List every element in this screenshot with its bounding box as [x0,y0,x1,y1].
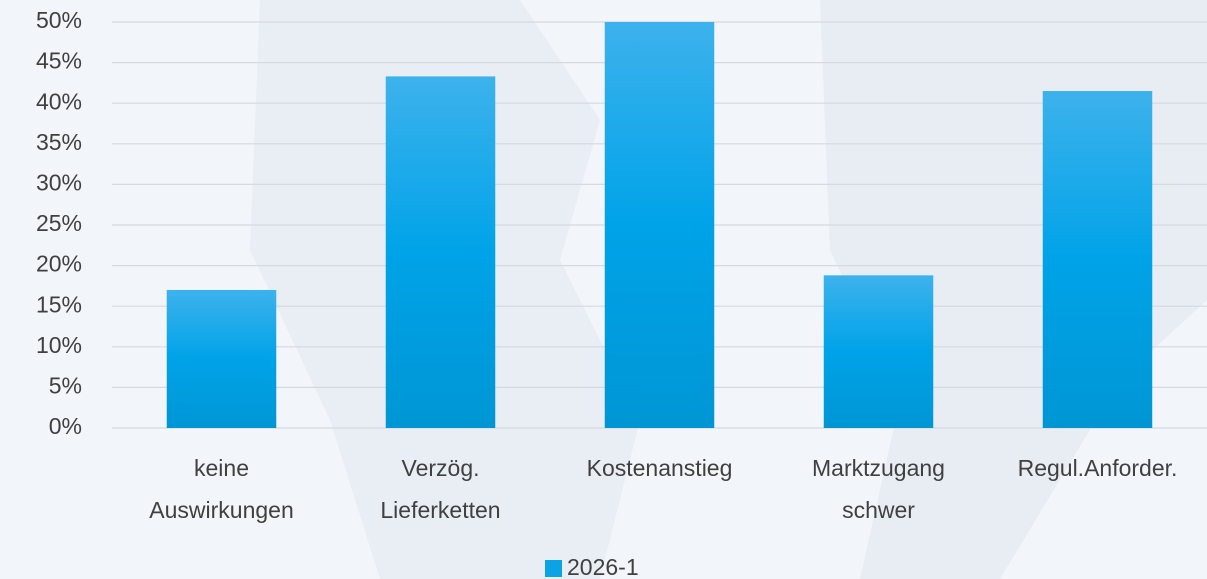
y-tick-label: 35% [36,129,82,155]
x-tick-label: Verzög. [402,455,480,481]
y-tick-label: 0% [49,413,82,439]
bar [385,76,496,429]
bar [166,289,277,428]
y-tick-label: 10% [36,332,82,358]
x-tick-label: Lieferketten [380,497,500,523]
y-tick-label: 50% [36,7,82,33]
y-tick-label: 15% [36,291,82,317]
y-tick-label: 45% [36,48,82,74]
x-tick-label: Marktzugang [812,455,945,481]
y-tick-label: 30% [36,169,82,195]
y-tick-label: 20% [36,251,82,277]
x-tick-label: Kostenanstieg [587,455,733,481]
bar [1042,91,1153,429]
bar [604,22,715,428]
x-tick-label: schwer [842,497,915,523]
legend-label: 2026-1 [567,554,639,579]
y-tick-label: 40% [36,88,82,114]
x-tick-label: Regul.Anforder. [1018,455,1178,481]
y-tick-label: 25% [36,210,82,236]
x-tick-label: keine [194,455,249,481]
x-tick-label: Auswirkungen [149,497,293,523]
y-tick-label: 5% [49,372,82,398]
legend-swatch [545,560,562,577]
bar [823,275,934,428]
